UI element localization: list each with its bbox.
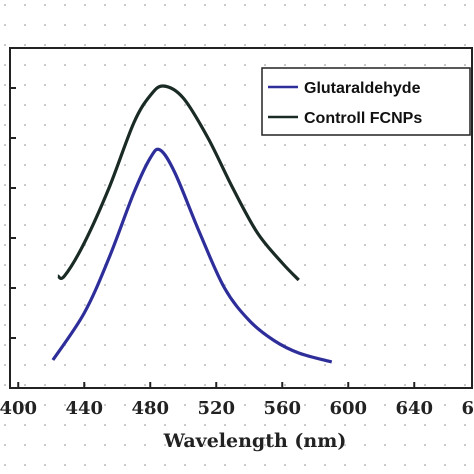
x-axis-label: Wavelength (nm): [163, 430, 347, 452]
x-tick-label: 480: [131, 398, 169, 419]
series-line: [57, 84, 300, 282]
x-tick-label: 640: [395, 398, 433, 419]
series-line: [51, 147, 333, 364]
plot-frame: [9, 47, 473, 389]
x-tick-label: 400: [0, 398, 37, 419]
x-tick-label: 520: [197, 398, 235, 419]
legend-label: Controll FCNPs: [304, 110, 422, 127]
series-layer: [51, 84, 333, 364]
legend-label: Glutaraldehyde: [304, 80, 421, 97]
legend-box: [261, 67, 471, 136]
x-tick-label: 600: [329, 398, 367, 419]
x-tick-label: 560: [263, 398, 301, 419]
x-tick-label: 680: [461, 398, 474, 419]
legend: Glutaraldehyde Controll FCNPs: [261, 67, 471, 136]
x-tick-label: 440: [65, 398, 103, 419]
